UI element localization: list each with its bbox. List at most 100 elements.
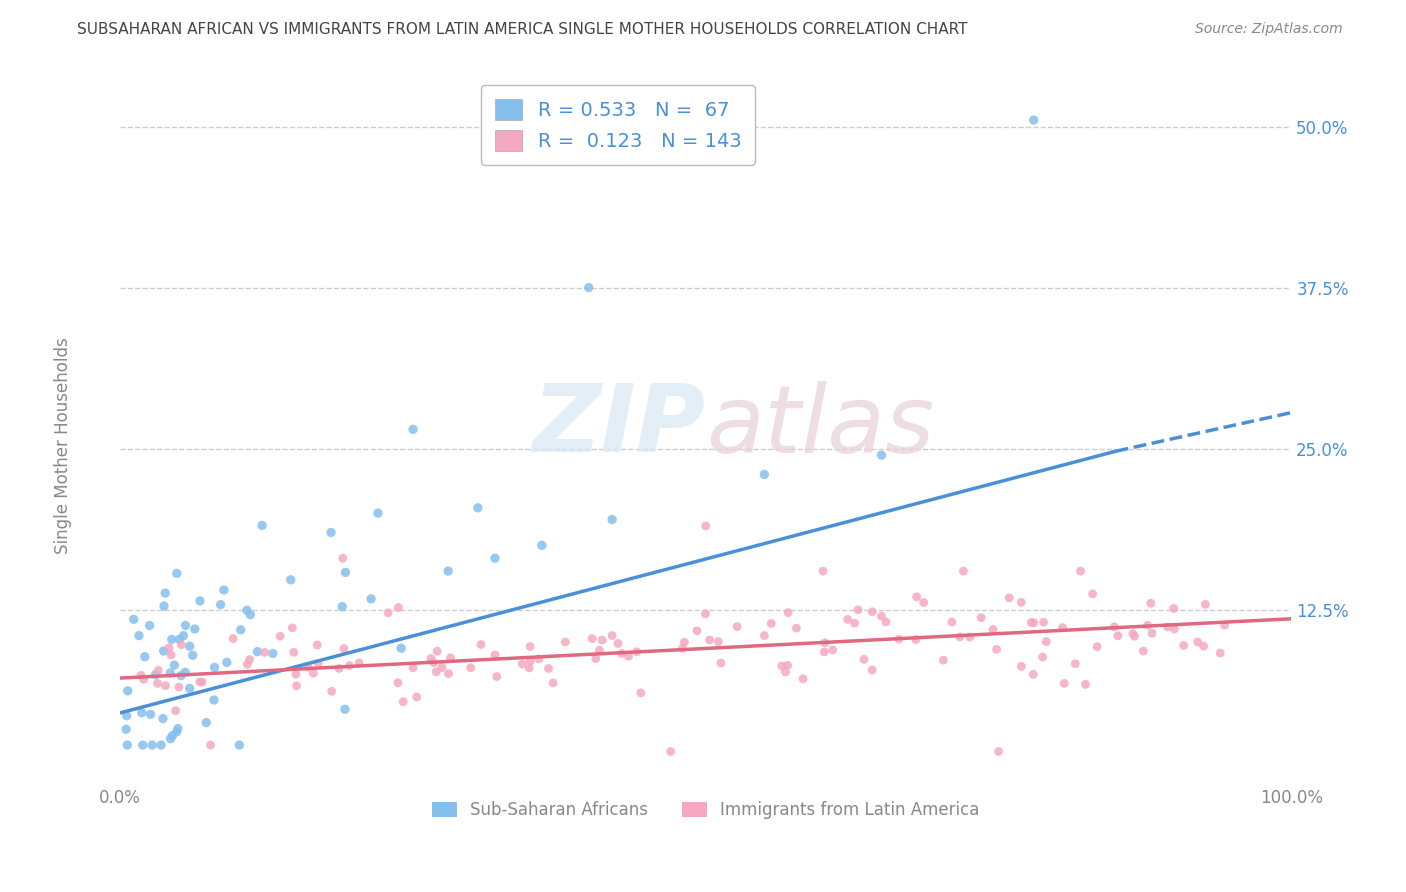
Point [228, 738, 250, 752]
Point [285, 679, 308, 693]
Point [870, 448, 893, 462]
Point [1163, 601, 1185, 615]
Point [188, 594, 211, 608]
Point [253, 645, 276, 659]
Point [188, 674, 211, 689]
Point [141, 738, 163, 752]
Point [1081, 587, 1104, 601]
Point [166, 724, 188, 739]
Point [1053, 676, 1076, 690]
Point [339, 658, 361, 673]
Point [239, 607, 262, 622]
Point [157, 640, 180, 655]
Point [402, 422, 425, 436]
Point [209, 598, 232, 612]
Point [932, 653, 955, 667]
Point [860, 663, 883, 677]
Point [246, 645, 269, 659]
Point [236, 657, 259, 672]
Point [699, 633, 721, 648]
Point [981, 623, 1004, 637]
Point [485, 669, 508, 683]
Point [333, 641, 356, 656]
Point [250, 518, 273, 533]
Point [610, 647, 633, 661]
Point [1156, 620, 1178, 634]
Point [170, 638, 193, 652]
Point [1074, 677, 1097, 691]
Point [949, 630, 972, 644]
Point [181, 648, 204, 663]
Point [846, 603, 869, 617]
Point [710, 656, 733, 670]
Point [844, 616, 866, 631]
Point [814, 636, 837, 650]
Point [952, 564, 974, 578]
Point [1032, 615, 1054, 629]
Point [1104, 620, 1126, 634]
Point [1052, 621, 1074, 635]
Point [484, 551, 506, 566]
Point [173, 629, 195, 643]
Point [389, 641, 412, 656]
Point [484, 648, 506, 662]
Point [875, 615, 897, 629]
Point [986, 642, 1008, 657]
Point [377, 606, 399, 620]
Point [297, 660, 319, 674]
Point [1122, 626, 1144, 640]
Point [437, 666, 460, 681]
Point [128, 629, 150, 643]
Point [588, 643, 610, 657]
Point [115, 708, 138, 723]
Point [600, 628, 623, 642]
Point [202, 693, 225, 707]
Text: Source: ZipAtlas.com: Source: ZipAtlas.com [1195, 22, 1343, 37]
Point [1209, 646, 1232, 660]
Point [659, 745, 682, 759]
Point [150, 738, 173, 752]
Point [853, 652, 876, 666]
Point [333, 702, 356, 716]
Point [129, 668, 152, 682]
Point [280, 573, 302, 587]
Point [537, 661, 560, 675]
Point [541, 676, 564, 690]
Point [1192, 639, 1215, 653]
Point [1132, 644, 1154, 658]
Point [941, 615, 963, 629]
Point [134, 649, 156, 664]
Point [467, 500, 489, 515]
Point [600, 512, 623, 526]
Point [392, 695, 415, 709]
Point [519, 654, 541, 668]
Point [148, 664, 170, 678]
Point [328, 661, 350, 675]
Point [160, 648, 183, 662]
Point [162, 729, 184, 743]
Point [321, 684, 343, 698]
Point [695, 519, 717, 533]
Point [1010, 595, 1032, 609]
Point [387, 600, 409, 615]
Point [510, 657, 533, 671]
Point [145, 667, 167, 681]
Point [1136, 618, 1159, 632]
Point [1085, 640, 1108, 654]
Point [1035, 634, 1057, 648]
Point [159, 665, 181, 680]
Point [215, 656, 238, 670]
Point [1107, 629, 1129, 643]
Point [195, 715, 218, 730]
Point [470, 638, 492, 652]
Point [912, 595, 935, 609]
Point [159, 731, 181, 746]
Point [1064, 657, 1087, 671]
Point [1070, 564, 1092, 578]
Point [117, 683, 139, 698]
Point [405, 690, 427, 704]
Point [420, 651, 443, 665]
Point [319, 525, 342, 540]
Point [695, 607, 717, 621]
Point [1032, 650, 1054, 665]
